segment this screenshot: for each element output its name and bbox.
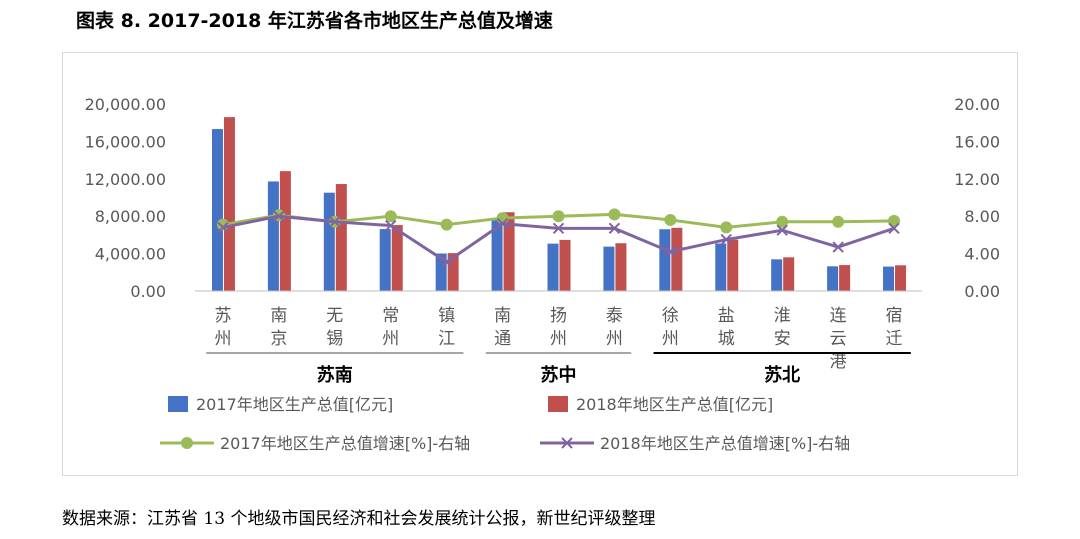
marker-2018-growth	[776, 224, 788, 236]
bar-2018	[783, 257, 795, 291]
category-label: 连云港	[830, 306, 847, 372]
marker-2018-growth	[608, 222, 621, 235]
bar-2017	[267, 181, 279, 291]
bar-2018	[447, 253, 459, 291]
category-label: 镇江	[438, 306, 455, 349]
data-source-note: 数据来源：江苏省 13 个地级市国民经济和社会发展统计公报，新世纪评级整理	[62, 509, 656, 529]
legend-label-2017-growth: 2017年地区生产总值增速[%]-右轴	[220, 434, 470, 453]
category-label: 苏州	[214, 306, 231, 349]
y-left-tick-label: 20,000.00	[85, 95, 166, 114]
y-right-tick-label: 0.00	[964, 282, 1000, 301]
y-left-tick-label: 12,000.00	[85, 170, 166, 189]
legend-marker-2018-growth	[561, 437, 573, 449]
category-label: 常州	[382, 306, 399, 349]
category-label: 徐州	[662, 306, 679, 349]
bar-2018	[671, 227, 683, 291]
chart-title: 图表 8. 2017-2018 年江苏省各市地区生产总值及增速	[76, 10, 553, 32]
bar-2017	[827, 266, 839, 291]
bar-2017	[379, 229, 391, 291]
bar-2018	[223, 117, 235, 292]
region-group-label: 苏中	[541, 364, 577, 386]
bar-2018	[503, 212, 515, 291]
marker-2018-growth	[496, 217, 509, 230]
region-group-label: 苏北	[764, 364, 800, 386]
marker-2018-growth	[552, 222, 565, 235]
category-label: 南通	[494, 306, 511, 349]
marker-2017-growth	[832, 215, 845, 228]
marker-2017-growth	[552, 210, 565, 223]
y-right-tick-label: 20.00	[954, 95, 1000, 114]
y-right-tick-label: 16.00	[954, 132, 1000, 151]
marker-2018-growth	[720, 233, 732, 246]
bar-2017	[715, 243, 727, 291]
marker-2017-growth	[720, 221, 733, 234]
bar-2018	[559, 239, 571, 291]
legend-label-2017-gdp: 2017年地区生产总值[亿元]	[196, 395, 393, 414]
marker-2018-growth	[888, 222, 900, 235]
bar-2017	[771, 259, 783, 291]
bar-2018	[839, 265, 851, 291]
category-label: 宿迁	[886, 306, 903, 349]
y-left-tick-label: 16,000.00	[85, 132, 166, 151]
bar-2018	[335, 184, 347, 291]
bar-2017	[603, 246, 615, 291]
bar-2017	[323, 192, 335, 291]
marker-2017-growth	[776, 215, 789, 228]
chart-canvas: 0.00 4,000.00 8,000.00 12,000.00 16,000.00 20…	[85, 95, 1000, 453]
y-right-tick-label: 4.00	[964, 245, 1000, 264]
region-group-label: 苏南	[317, 364, 353, 386]
marker-2018-growth	[385, 219, 397, 232]
marker-2017-growth	[608, 208, 621, 221]
y-right-tick-label: 12.00	[954, 170, 1000, 189]
bar-2017	[659, 229, 671, 291]
bar-2018	[279, 171, 291, 291]
category-label: 扬州	[550, 306, 567, 349]
legend-swatch-2017-gdp	[168, 396, 188, 412]
y-left-tick-label: 4,000.00	[95, 245, 166, 264]
y-left-tick-label: 8,000.00	[95, 207, 166, 226]
marker-2017-growth	[384, 210, 397, 223]
legend-swatch-2018-gdp	[548, 396, 568, 412]
marker-2018-growth	[217, 221, 229, 234]
bar-2017	[883, 266, 895, 291]
category-label: 盐城	[718, 306, 735, 349]
legend-label-2018-growth: 2018年地区生产总值增速[%]-右轴	[600, 434, 850, 453]
category-label: 无锡	[326, 306, 343, 349]
category-label: 泰州	[606, 306, 623, 349]
category-label: 淮安	[774, 306, 791, 349]
marker-2018-growth	[832, 241, 844, 253]
chart-frame	[62, 52, 1018, 476]
y-right-tick-label: 8.00	[964, 207, 1000, 226]
marker-2018-growth	[329, 216, 341, 228]
bar-2017	[435, 253, 447, 291]
y-left-tick-label: 0.00	[130, 282, 166, 301]
bar-2017	[547, 243, 559, 291]
bar-2018	[895, 265, 907, 291]
marker-2017-growth	[664, 213, 677, 226]
bar-2018	[727, 239, 739, 291]
category-label: 南京	[270, 306, 287, 349]
marker-2018-growth	[440, 256, 453, 268]
marker-2017-growth	[888, 214, 901, 227]
legend-label-2018-gdp: 2018年地区生产总值[亿元]	[576, 395, 773, 414]
marker-2018-growth	[273, 210, 285, 222]
marker-2017-growth	[440, 218, 453, 231]
legend-marker-2017-growth	[181, 437, 193, 449]
marker-2018-growth	[664, 246, 677, 258]
bar-2017	[491, 218, 503, 291]
bar-2017	[211, 129, 223, 291]
bar-2018	[615, 243, 627, 291]
bar-2018	[391, 225, 403, 291]
